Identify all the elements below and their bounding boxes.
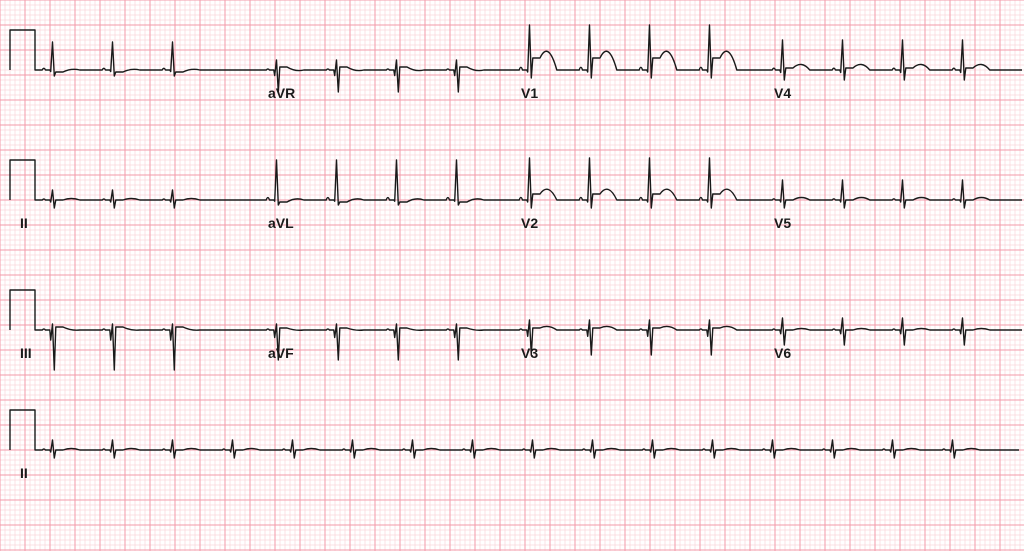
ecg-trace-aVR <box>263 60 516 92</box>
ecg-trace-V4 <box>769 40 1022 80</box>
ecg-trace-aVL <box>263 160 516 205</box>
ecg-trace-I <box>10 30 263 76</box>
ecg-trace-aVF <box>263 324 516 360</box>
ecg-trace-II <box>10 160 263 208</box>
ecg-trace-V5 <box>769 180 1022 208</box>
ecg-traces <box>0 0 1024 551</box>
ecg-trace-III <box>10 290 263 370</box>
ecg-trace-V1 <box>516 25 769 78</box>
ecg-trace-II-rhythm <box>10 410 1019 458</box>
ecg-12-lead-chart: aVR V1 V4 II aVL V2 V5 III aVF V3 V6 II <box>0 0 1024 551</box>
ecg-trace-V3 <box>516 320 769 355</box>
ecg-trace-V2 <box>516 158 769 208</box>
ecg-trace-V6 <box>769 318 1022 345</box>
